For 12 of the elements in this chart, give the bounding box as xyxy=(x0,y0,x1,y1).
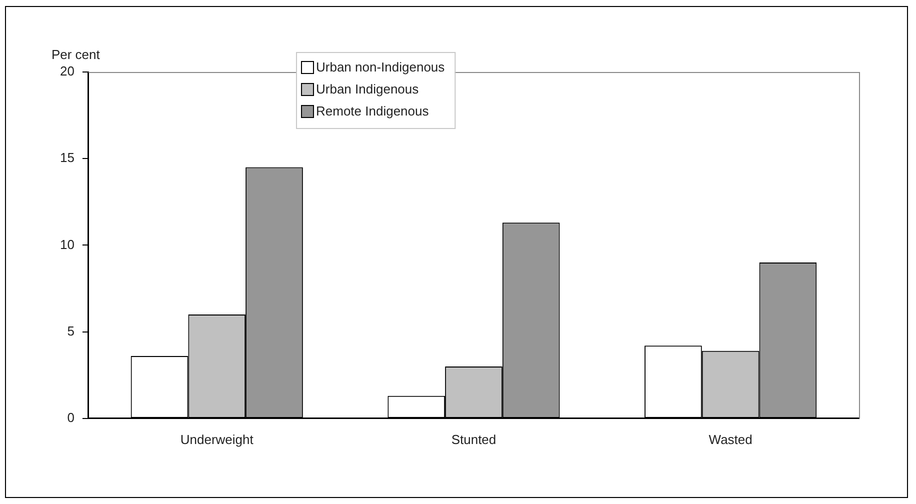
y-axis-title: Per cent xyxy=(51,47,100,62)
legend-label: Urban non-Indigenous xyxy=(316,60,446,75)
y-tick-label: 15 xyxy=(60,150,74,166)
legend-label: Urban Indigenous xyxy=(316,82,420,97)
y-tick-label: 20 xyxy=(60,64,74,79)
y-tick-label: 10 xyxy=(60,236,74,252)
x-tick-label: Stunted xyxy=(451,432,496,447)
x-tick-label: Underweight xyxy=(180,432,254,447)
y-tick-label: 0 xyxy=(67,410,74,425)
legend-label: Remote Indigenous xyxy=(316,104,430,119)
y-tick-label: 5 xyxy=(67,323,74,338)
x-tick-label: Wasted xyxy=(708,432,752,447)
